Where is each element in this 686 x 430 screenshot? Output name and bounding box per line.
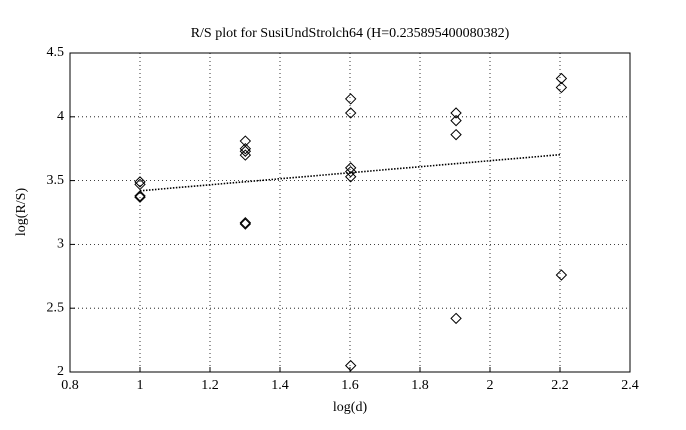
diamond-marker (450, 312, 462, 325)
diamond-marker (344, 165, 357, 178)
diamond-marker (239, 142, 252, 155)
x-tick-label: 1.6 (341, 378, 359, 393)
y-tick-label: 3 (57, 237, 64, 252)
diamond-marker (555, 81, 568, 94)
y-tick-label: 2 (57, 364, 64, 379)
diamond-marker (239, 149, 252, 161)
y-tick-label: 3.5 (47, 173, 65, 188)
diamond-marker (134, 178, 146, 191)
y-tick-label: 2.5 (47, 300, 65, 315)
y-axis-label: log(R/S) (14, 188, 29, 237)
diamond-marker (344, 93, 357, 105)
diamond-marker (239, 218, 252, 230)
x-tick-label: 1.8 (411, 378, 429, 393)
diamond-marker (134, 190, 146, 202)
diamond-marker (134, 176, 146, 188)
x-axis-label: log(d) (333, 400, 368, 415)
diamond-marker (239, 145, 252, 157)
x-tick-label: 1.4 (271, 378, 289, 393)
chart-title: R/S plot for SusiUndStrolch64 (H=0.23589… (191, 26, 510, 41)
diamond-marker (450, 128, 462, 141)
x-tick-label: 2 (487, 378, 494, 393)
y-tick-label: 4.5 (47, 45, 65, 60)
diamond-marker (344, 107, 357, 119)
fit-line (139, 153, 562, 192)
diamond-marker (344, 171, 357, 183)
x-tick-label: 1 (137, 378, 144, 393)
x-tick-label: 2.4 (621, 378, 639, 393)
y-tick-label: 4 (57, 109, 64, 124)
diamond-marker (344, 359, 357, 372)
diamond-marker (450, 107, 462, 119)
plot-frame (69, 52, 631, 373)
x-tick-label: 2.2 (551, 378, 569, 393)
diamond-marker (134, 191, 146, 203)
x-tick-label: 0.8 (61, 378, 79, 393)
diamond-marker (555, 72, 568, 85)
x-tick-label: 1.2 (201, 378, 219, 393)
diamond-marker (450, 114, 462, 127)
diamond-marker (555, 269, 568, 281)
diamond-marker (239, 217, 252, 229)
